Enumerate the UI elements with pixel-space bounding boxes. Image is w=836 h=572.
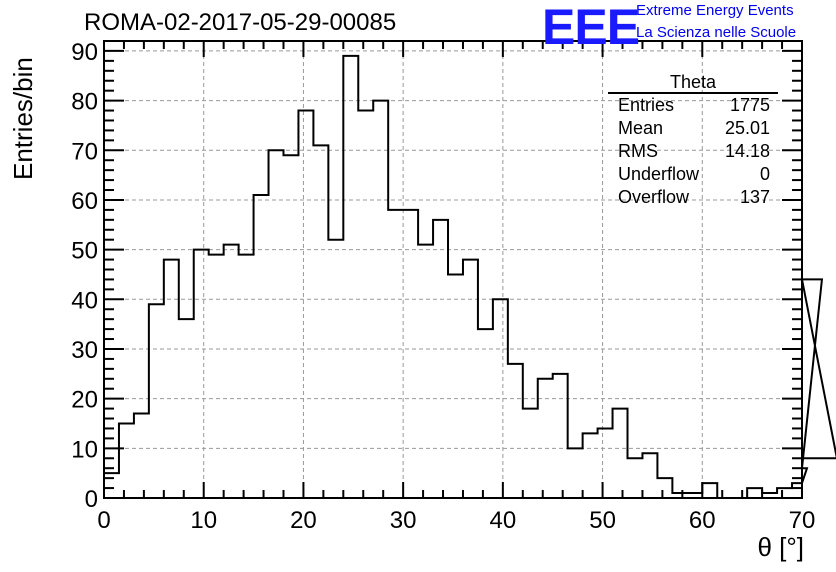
stats-value: 137 bbox=[739, 187, 770, 207]
stats-label: Overflow bbox=[618, 187, 690, 207]
y-tick-label: 10 bbox=[71, 436, 98, 463]
x-tick-label: 50 bbox=[589, 507, 616, 534]
stats-label: Underflow bbox=[618, 164, 700, 184]
y-tick-label: 30 bbox=[71, 337, 98, 364]
stats-value: 0 bbox=[759, 164, 770, 184]
x-tick-label: 60 bbox=[689, 507, 716, 534]
eee-logo: EEE bbox=[542, 0, 640, 55]
logo-text-line1: Extreme Energy Events bbox=[636, 2, 794, 19]
y-tick-label: 90 bbox=[71, 39, 98, 66]
stats-value: 14.18 bbox=[724, 141, 770, 161]
stats-row-mean: Mean 25.01 bbox=[608, 117, 778, 140]
x-tick-label: 10 bbox=[190, 507, 217, 534]
y-tick-label: 0 bbox=[85, 486, 98, 513]
logo-text-line2: La Scienza nelle Scuole bbox=[636, 24, 797, 41]
stats-box: Theta Entries 1775 Mean 25.01 RMS 14.18 … bbox=[608, 72, 778, 209]
x-tick-label: 40 bbox=[490, 507, 517, 534]
y-tick-label: 50 bbox=[71, 238, 98, 265]
stats-value: 1775 bbox=[729, 95, 770, 115]
stats-label: Entries bbox=[618, 95, 675, 115]
stats-title: Theta bbox=[608, 72, 778, 94]
stats-label: Mean bbox=[618, 118, 664, 138]
x-tick-label: 0 bbox=[97, 507, 110, 534]
x-tick-label: 30 bbox=[390, 507, 417, 534]
y-axis-title: Entries/bin bbox=[8, 57, 38, 180]
y-tick-label: 80 bbox=[71, 89, 98, 116]
stats-value: 25.01 bbox=[724, 118, 770, 138]
stats-label: RMS bbox=[618, 141, 658, 161]
y-tick-label: 40 bbox=[71, 287, 98, 314]
x-tick-label: 70 bbox=[789, 507, 816, 534]
axis-ticks bbox=[103, 40, 803, 499]
stats-row-rms: RMS 14.18 bbox=[608, 140, 778, 163]
stats-row-underflow: Underflow 0 bbox=[608, 163, 778, 186]
y-tick-label: 20 bbox=[71, 387, 98, 414]
x-tick-label: 20 bbox=[290, 507, 317, 534]
chart-title: ROMA-02-2017-05-29-00085 bbox=[84, 9, 397, 36]
x-axis-title: θ [°] bbox=[757, 532, 804, 562]
y-tick-label: 70 bbox=[71, 138, 98, 165]
plot-frame bbox=[103, 40, 803, 499]
axis-tick-labels: 0 10 20 30 40 50 60 70 0 10 20 30 40 50 60 70 80 90 bbox=[71, 39, 815, 534]
stats-row-overflow: Overflow 137 bbox=[608, 186, 778, 209]
grid-lines bbox=[104, 41, 802, 498]
y-tick-label: 60 bbox=[71, 188, 98, 215]
stats-row-entries: Entries 1775 bbox=[608, 94, 778, 117]
